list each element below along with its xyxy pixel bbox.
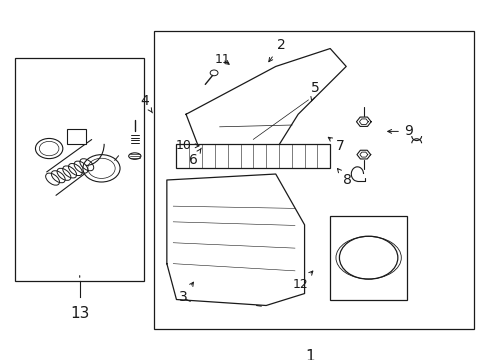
Text: 12: 12 bbox=[292, 271, 312, 291]
Bar bbox=[67, 129, 86, 144]
Text: 4: 4 bbox=[140, 94, 152, 113]
Bar bbox=[176, 144, 329, 168]
Bar bbox=[15, 58, 144, 281]
Text: 6: 6 bbox=[188, 148, 201, 167]
Bar bbox=[329, 216, 406, 300]
Text: 11: 11 bbox=[214, 53, 230, 66]
Bar bbox=[154, 31, 473, 329]
Circle shape bbox=[36, 139, 62, 159]
Circle shape bbox=[83, 155, 120, 182]
Text: 9: 9 bbox=[387, 125, 412, 138]
Text: 1: 1 bbox=[305, 349, 315, 360]
Text: 2: 2 bbox=[268, 38, 285, 62]
Text: 3: 3 bbox=[179, 282, 193, 304]
Text: 13: 13 bbox=[70, 306, 89, 321]
Text: 8: 8 bbox=[337, 168, 351, 187]
Text: 5: 5 bbox=[310, 81, 319, 101]
Text: 10: 10 bbox=[175, 139, 199, 152]
Text: 7: 7 bbox=[327, 137, 344, 153]
